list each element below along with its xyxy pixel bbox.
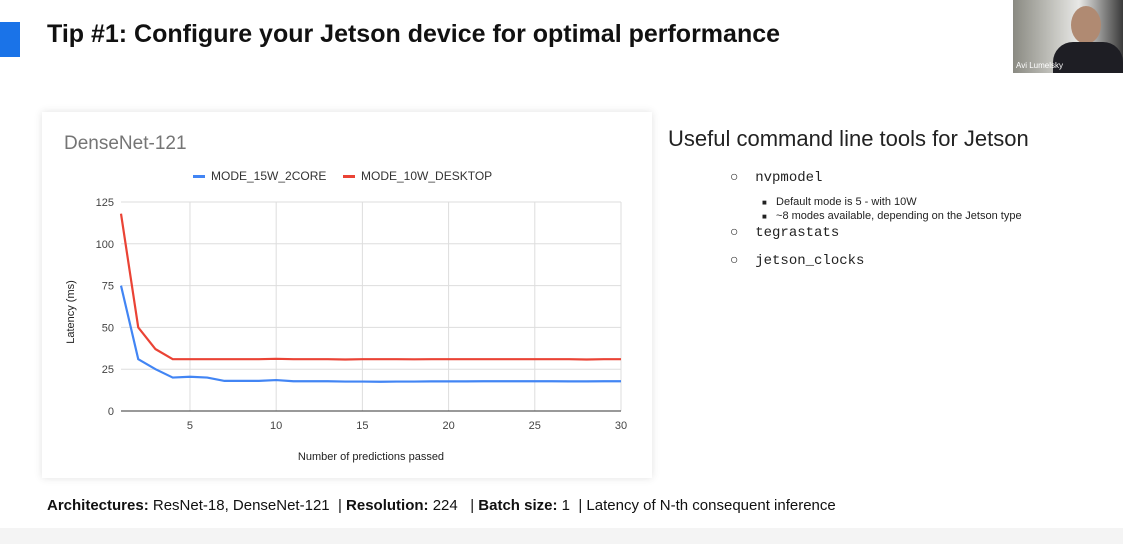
slide-accent-bar [0,22,20,57]
tools-heading: Useful command line tools for Jetson [668,126,1029,151]
x-tick-label: 30 [615,420,627,432]
webcam-video: Avi Lumelsky [1013,0,1123,73]
y-tick-label: 100 [96,239,114,251]
sub-bullet: ■ Default mode is 5 - with 10W [762,196,917,208]
presenter-avatar [1071,6,1101,44]
legend-item-0: MODE_15W_2CORE [193,169,326,183]
y-tick-label: 75 [102,281,114,293]
series-line-mode_10w_desktop [119,213,621,361]
tool-item-nvpmodel: ○ nvpmodel [730,170,823,186]
y-tick-label: 0 [108,406,114,418]
y-tick-label: 125 [96,197,114,209]
x-tick-label: 5 [187,420,193,432]
slide-title: Tip #1: Configure your Jetson device for… [47,20,781,48]
tool-item-tegrastats: ○ tegrastats [730,225,840,241]
y-axis-label: Latency (ms) [65,280,77,344]
slide-footer: Architectures: ResNet-18, DenseNet-121 |… [47,497,836,514]
x-tick-label: 25 [529,420,541,432]
chart-card [42,112,652,478]
y-tick-label: 50 [102,322,114,334]
legend-item-1: MODE_10W_DESKTOP [343,169,492,183]
presenter-name: Avi Lumelsky [1016,61,1063,70]
x-axis-label: Number of predictions passed [298,451,444,463]
series-line-mode_15w_2core [119,285,621,383]
tool-item-jetson-clocks: ○ jetson_clocks [730,253,865,269]
y-tick-label: 25 [102,364,114,376]
x-tick-label: 10 [270,420,282,432]
x-tick-label: 15 [356,420,368,432]
chart-title: DenseNet-121 [64,133,187,154]
x-tick-label: 20 [442,420,454,432]
sub-bullet: ■ ~8 modes available, depending on the J… [762,210,1022,222]
